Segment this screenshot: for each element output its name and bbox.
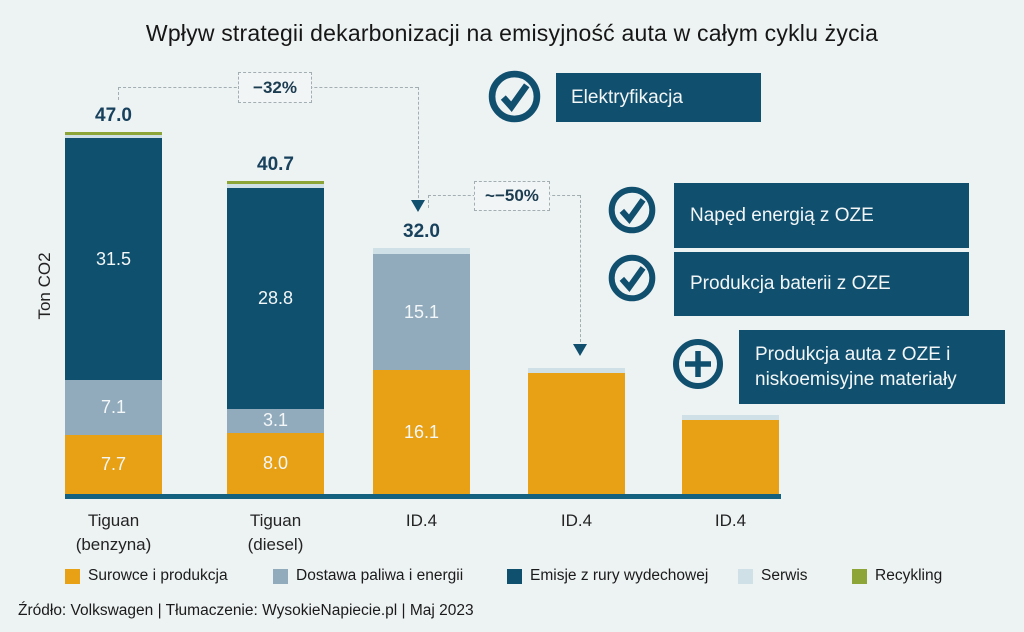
bar-segment: 28.8 [227,187,324,409]
bar-segment [682,419,779,494]
y-axis-label: Ton CO2 [35,252,54,320]
x-axis-line [65,494,781,499]
bar-total-label: 32.0 [403,221,440,243]
segment-value-label: 16.1 [403,421,440,442]
segment-value-label: 7.7 [100,453,127,474]
check-circle-icon [608,186,656,239]
callout-box: Napęd energią z OZE [674,183,969,248]
legend-label: Dostawa paliwa i energii [296,567,464,584]
callout-box: Produkcja baterii z OZE [674,252,969,316]
stacked-bar: 8.0 3.1 28.8 [227,181,324,494]
segment-value-label: 8.0 [262,452,289,473]
legend-swatch [852,568,867,584]
bar-total-label: 47.0 [95,105,132,127]
down-arrow-icon [411,200,425,212]
bar-category-label: ID.4 [714,511,747,530]
bar-segment [227,183,324,188]
segment-value-label: 7.1 [100,397,127,418]
bar-category-label: Tiguan (diesel) [247,511,304,554]
annotation-label: −32% [238,72,312,103]
annotation-label: ~−50% [474,181,550,211]
legend-swatch [507,568,522,584]
source-line: Źródło: Volkswagen | Tłumaczenie: Wysoki… [18,602,474,619]
chart-title: Wpływ strategii dekarbonizacji na emisyj… [145,20,879,46]
callout-box: Produkcja auta z OZE i niskoemisyjne mat… [739,330,1005,404]
stacked-bar [682,414,779,494]
segment-value-label: 3.1 [262,410,289,431]
bar-segment [65,134,162,139]
bar-segment [528,372,625,494]
check-circle-icon [488,70,541,128]
bar-segment: 16.1 [373,370,470,494]
segment-value-label: 15.1 [403,301,440,322]
bar-segment: 3.1 [227,408,324,433]
plus-circle-icon [672,338,724,395]
bar-total-label: 40.7 [257,154,294,176]
legend-item: Emisje z rury wydechowej [507,567,708,585]
legend-swatch [273,568,288,584]
legend-swatch [65,568,80,584]
segment-value-label: 28.8 [257,287,294,308]
legend-item: Dostawa paliwa i energii [273,567,463,585]
annotation-dashed-line [580,195,581,347]
bar-segment: 7.1 [65,380,162,435]
annotation-dashed-tick [428,195,429,208]
legend-label: Recykling [875,567,943,584]
stacked-bar: 7.7 7.1 31.5 [65,132,162,494]
bar-category-label: ID.4 [560,511,593,530]
annotation-dashed-line [418,87,419,203]
bar-segment: 8.0 [227,432,324,494]
bar-segment [65,132,162,135]
bar-segment: 7.7 [65,434,162,494]
legend-item: Serwis [738,567,808,585]
bar-segment [682,414,779,420]
stacked-bar [528,368,625,494]
bar-segment [528,368,625,373]
legend-item: Recykling [852,567,942,585]
bar-segment: 15.1 [373,254,470,371]
legend-label: Serwis [761,567,808,584]
legend-label: Emisje z rury wydechowej [530,567,709,584]
bar-category-label: ID.4 [405,511,438,530]
legend-label: Surowce i produkcja [88,567,228,584]
stacked-bar: 16.1 15.1 [373,248,470,494]
legend-item: Surowce i produkcja [65,567,228,585]
check-circle-icon [608,254,656,307]
bar-segment [227,181,324,184]
bar-segment [373,248,470,255]
bar-segment: 31.5 [65,138,162,381]
segment-value-label: 31.5 [95,248,132,269]
callout-box: Elektryfikacja [556,73,761,122]
down-arrow-icon [573,344,587,356]
bar-category-label: Tiguan (benzyna) [75,511,152,554]
legend-swatch [738,568,753,584]
annotation-dashed-tick [118,87,119,100]
